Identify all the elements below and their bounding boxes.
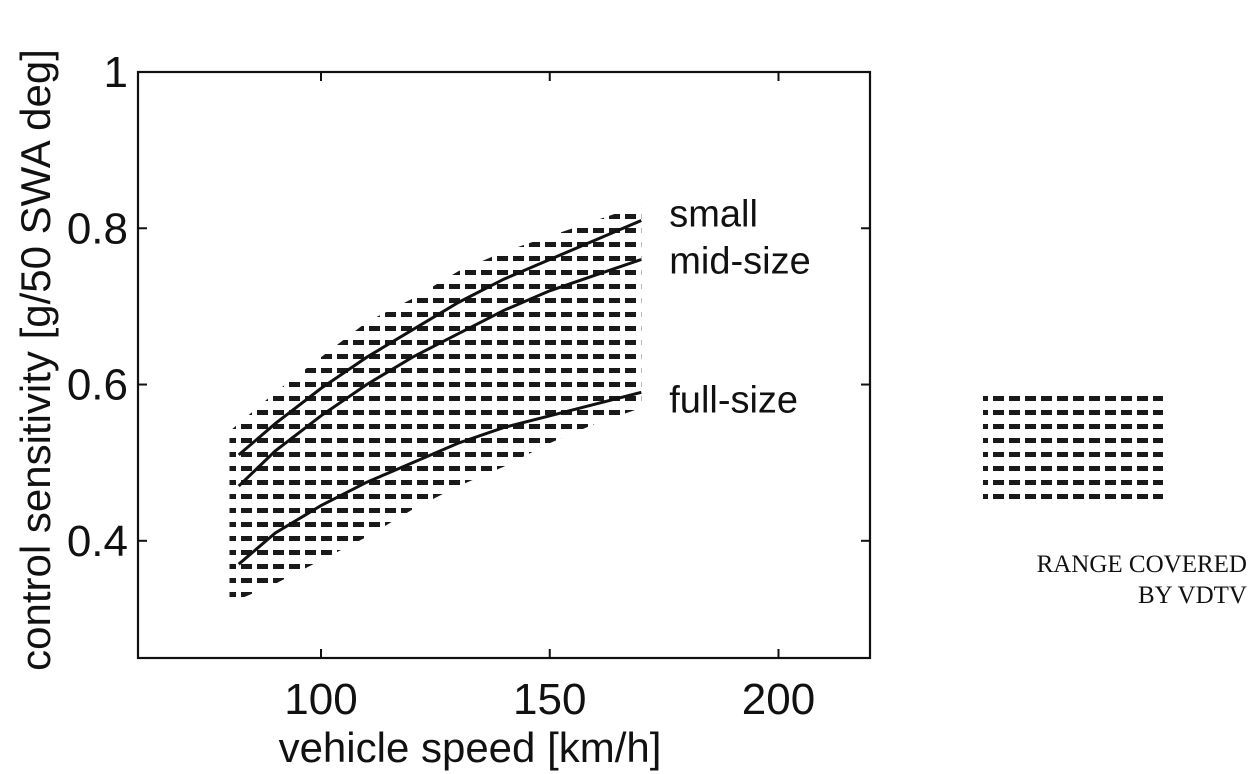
- range-band: [229, 204, 642, 604]
- y-axis-label: control sensitivity [g/50 SWA deg]: [12, 49, 59, 671]
- series-label-small: small: [669, 193, 758, 235]
- range-band-group: [229, 204, 642, 604]
- legend-label-line-1: RANGE COVERED: [1037, 551, 1247, 578]
- series-line-mid-size: [237, 258, 642, 488]
- series-group: [237, 219, 642, 566]
- x-axis-ticks: 100 150 200: [284, 72, 815, 724]
- y-tick-label: 0.8: [67, 204, 128, 253]
- series-line-full-size: [237, 390, 642, 566]
- x-tick-label: 100: [284, 675, 357, 724]
- y-tick-label: 1: [104, 48, 128, 97]
- x-tick-label: 150: [513, 675, 586, 724]
- series-label-full-size: full-size: [669, 379, 798, 421]
- legend: RANGE COVERED BY VDTV: [983, 390, 1247, 609]
- x-axis-label: vehicle speed [km/h]: [279, 724, 662, 771]
- y-tick-label: 0.4: [67, 517, 128, 566]
- y-tick-label: 0.6: [67, 361, 128, 410]
- legend-label-line-2: BY VDTV: [1138, 582, 1247, 609]
- y-axis-ticks: 0.4 0.6 0.8 1: [67, 48, 870, 566]
- series-labels: small mid-size full-size: [669, 193, 810, 421]
- series-line-small: [237, 219, 642, 457]
- plot-frame: [136, 70, 872, 660]
- x-tick-label: 200: [742, 675, 815, 724]
- series-label-mid-size: mid-size: [669, 241, 810, 283]
- legend-swatch: [983, 390, 1163, 502]
